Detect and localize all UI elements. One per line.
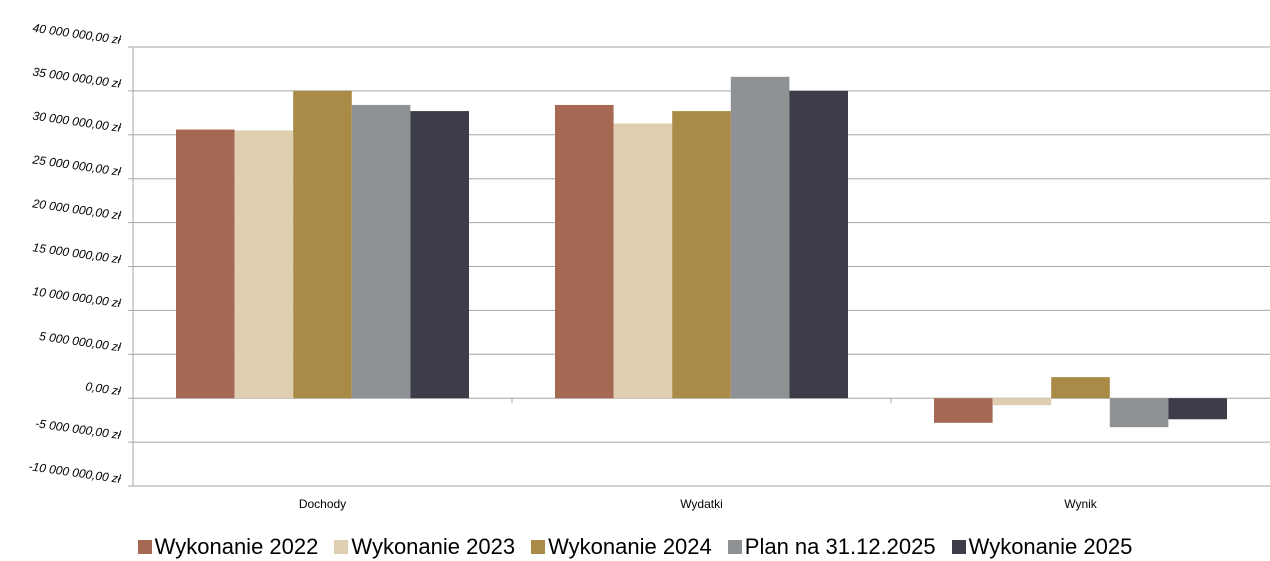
bar: [730, 76, 790, 399]
legend-item: Wykonanie 2024: [531, 534, 712, 560]
legend-label: Plan na 31.12.2025: [744, 534, 936, 559]
legend-swatch: [951, 540, 966, 554]
y-tick-label: -5 000 000,00 zł: [34, 416, 122, 442]
bar: [410, 111, 469, 399]
bar: [992, 398, 1052, 406]
x-category-label: Dochody: [299, 497, 346, 511]
y-tick-label: 10 000 000,00 zł: [32, 284, 122, 310]
bar: [234, 130, 294, 399]
bar: [1109, 398, 1169, 428]
y-tick-label: 15 000 000,00 zł: [32, 240, 122, 266]
legend-swatch: [334, 540, 349, 554]
bar-chart: -10 000 000,00 zł -5 000 000,00 zł 0,00 zł…: [28, 21, 1270, 511]
y-tick-label: 35 000 000,00 zł: [32, 65, 122, 91]
legend-swatch: [531, 540, 546, 554]
bar: [293, 90, 352, 399]
bar: [1168, 398, 1227, 420]
legend-item: Wykonanie 2023: [334, 534, 515, 560]
bar: [351, 104, 411, 399]
chart-legend: Wykonanie 2022 Wykonanie 2023 Wykonanie 20…: [0, 533, 1270, 561]
bar: [672, 111, 731, 399]
bar: [176, 129, 235, 399]
legend-item: Plan na 31.12.2025: [727, 534, 936, 560]
bar: [613, 123, 673, 399]
bar: [934, 398, 993, 423]
y-tick-label: 0,00 zł: [85, 379, 122, 398]
bar: [1051, 377, 1110, 399]
legend-label: Wykonanie 2023: [351, 534, 516, 559]
legend-item: Wykonanie 2022: [137, 534, 319, 560]
legend-swatch: [137, 540, 152, 554]
legend-label: Wykonanie 2025: [968, 534, 1133, 559]
x-category-label: Wynik: [1064, 497, 1098, 511]
legend-label: Wykonanie 2022: [154, 534, 319, 559]
bar: [789, 90, 848, 399]
y-tick-label: 5 000 000,00 zł: [38, 329, 122, 354]
legend-swatch: [727, 540, 742, 554]
legend-label: Wykonanie 2024: [548, 534, 712, 559]
bar: [555, 104, 614, 399]
y-tick-label: 40 000 000,00 zł: [32, 21, 122, 47]
y-tick-label: 25 000 000,00 zł: [31, 152, 122, 178]
y-tick-label: -10 000 000,00 zł: [28, 459, 122, 486]
x-category-label: Wydatki: [680, 497, 723, 511]
y-tick-label: 20 000 000,00 zł: [31, 196, 122, 222]
legend-item: Wykonanie 2025: [951, 534, 1133, 560]
y-tick-label: 30 000 000,00 zł: [32, 109, 122, 135]
